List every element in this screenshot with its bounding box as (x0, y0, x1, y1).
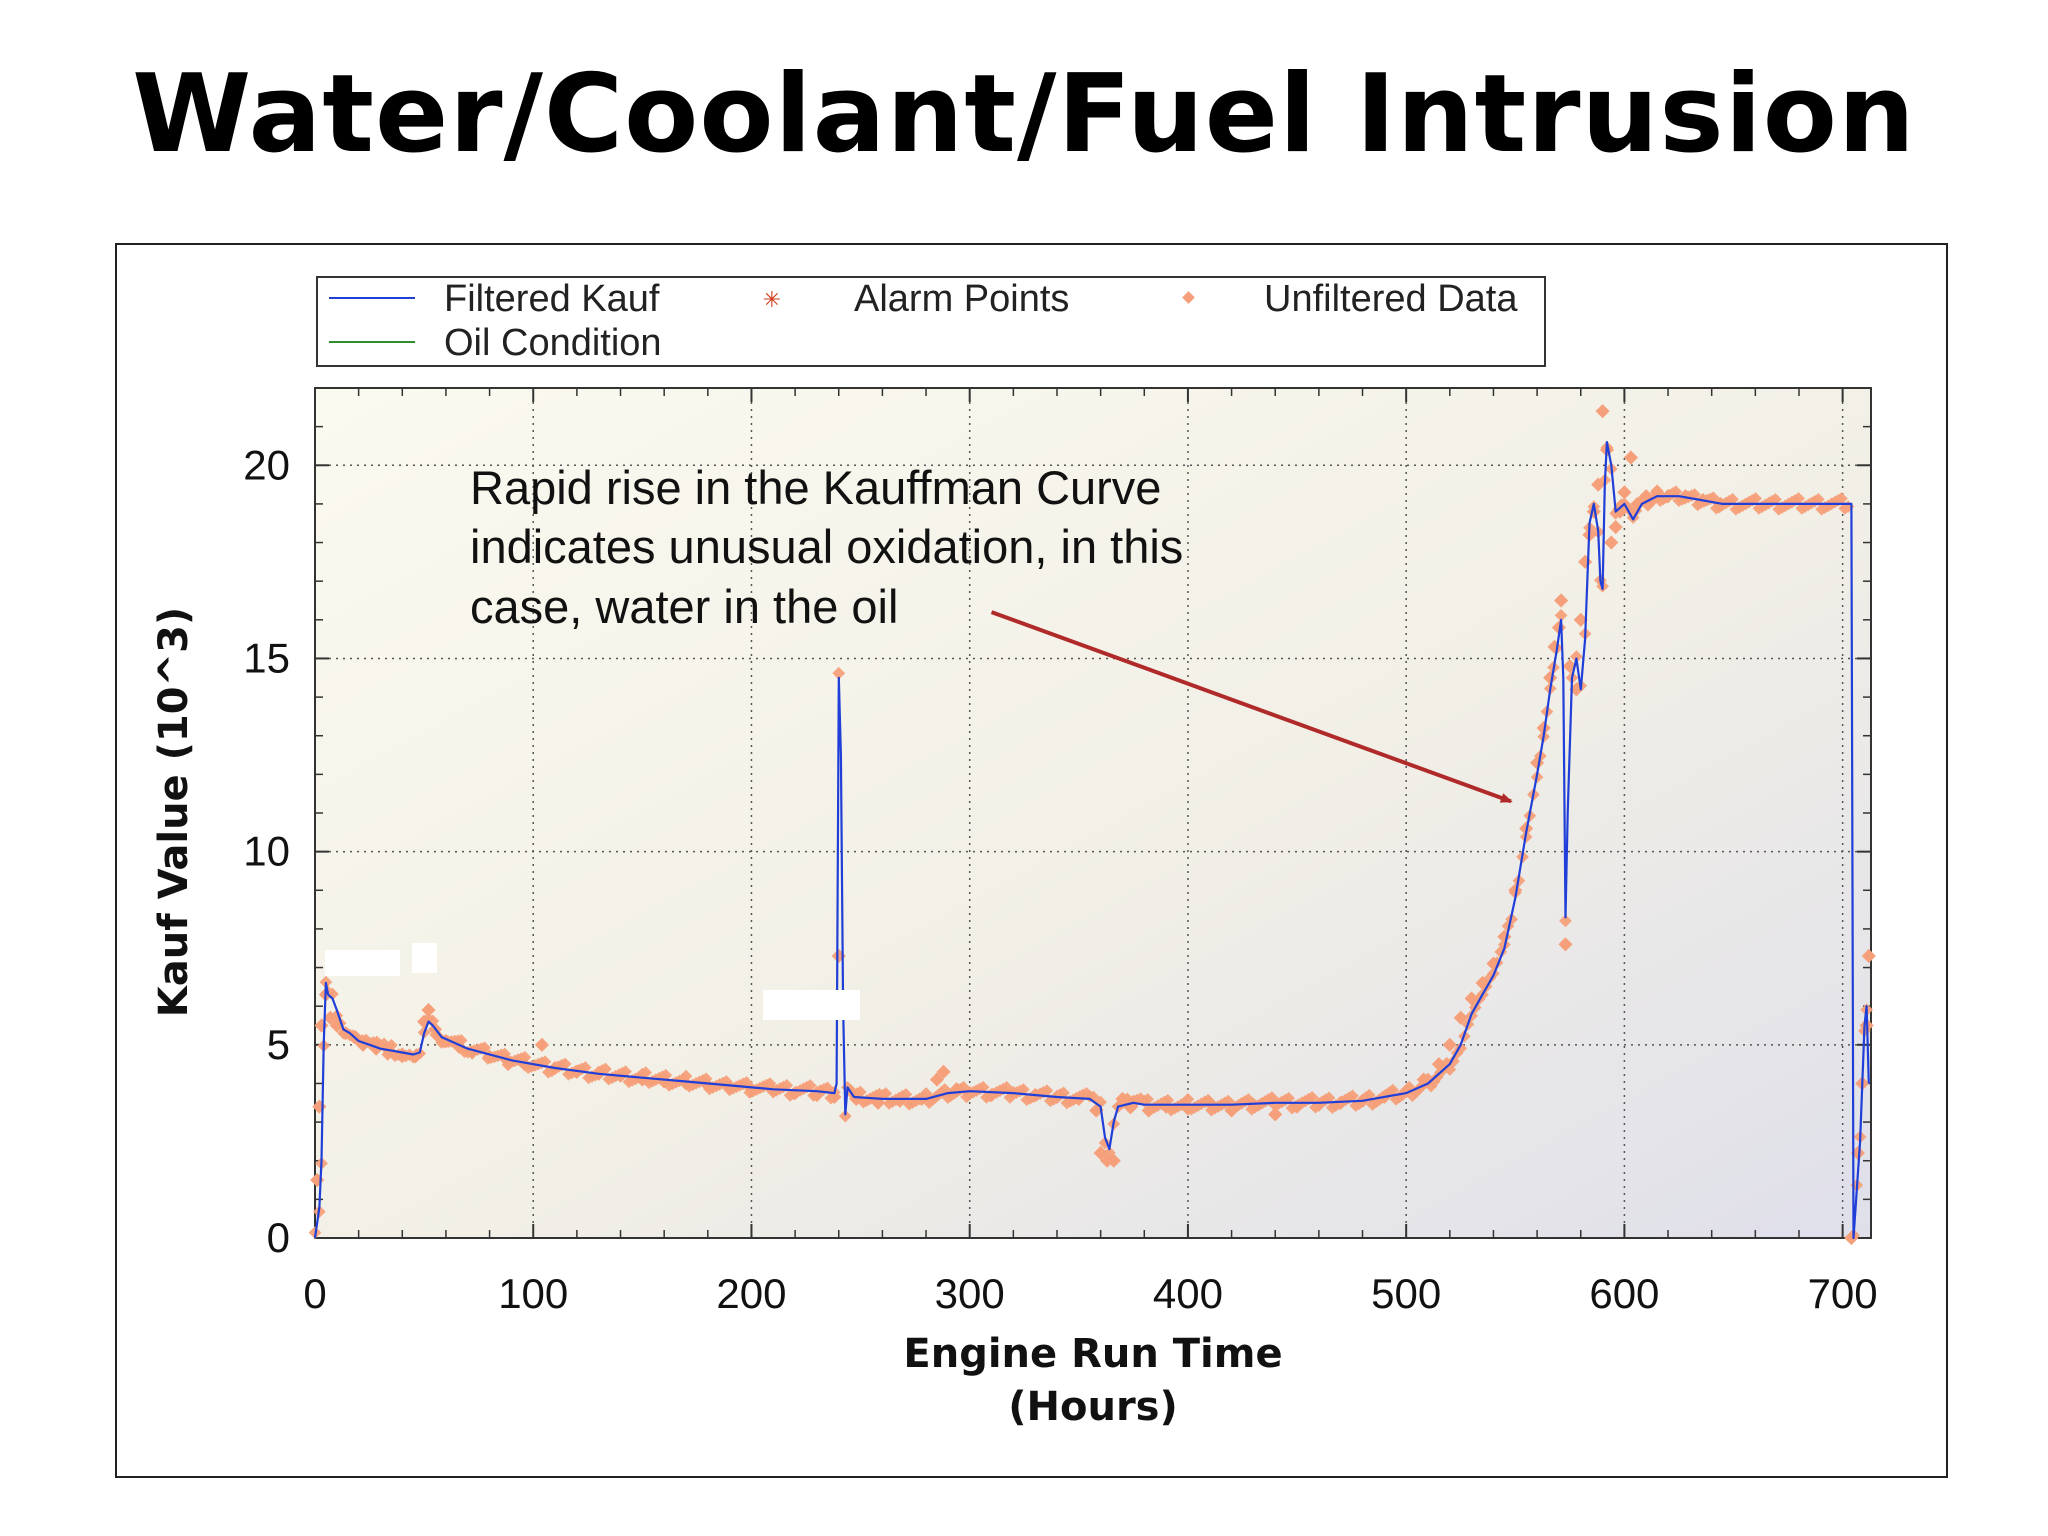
unfiltered-data-point (1103, 1146, 1116, 1160)
x-tick-label: 700 (1808, 1270, 1878, 1317)
filtered-kauf-series (313, 441, 1870, 1240)
y-tick-label: 10 (243, 828, 290, 875)
unfiltered-data-point (558, 1057, 572, 1071)
unfiltered-data-point (879, 1087, 893, 1100)
x-tick-label: 200 (716, 1270, 786, 1317)
unfiltered-data-point (780, 1078, 794, 1092)
redaction-patch (325, 950, 400, 976)
y-axis-title: Kauf Value (10^3) (151, 607, 197, 1017)
x-tick-label: 300 (935, 1270, 1005, 1317)
axis-ticks (314, 388, 1871, 1239)
unfiltered-data-point (1442, 1037, 1457, 1052)
unfiltered-data-point (1604, 535, 1619, 550)
annotation-line-2: indicates unusual oxidation, in this (470, 520, 1183, 573)
x-tick-label: 400 (1153, 1270, 1223, 1317)
x-axis-title-line-2: (Hours) (1008, 1384, 1178, 1430)
kauf-chart: Filtered Kauf ✳ Alarm Points Unfiltered … (151, 276, 1878, 1430)
unfiltered-data-point (1161, 1093, 1175, 1107)
legend-box (316, 276, 1546, 367)
unfiltered-data-point (1595, 404, 1610, 419)
redaction-patch (763, 990, 860, 1020)
unfiltered-data-point (1000, 1081, 1013, 1094)
unfiltered-data-point (1850, 1145, 1865, 1161)
filtered-kauf-line (313, 441, 1870, 1240)
unfiltered-data-point (1093, 1145, 1108, 1161)
unfiltered-data-point (1201, 1093, 1215, 1107)
unfiltered-data-point (1861, 948, 1876, 964)
annotation-arrow (990, 610, 1513, 804)
alarm-star-icon: ✳ (763, 288, 781, 313)
unfiltered-data-point (1268, 1107, 1283, 1122)
y-tick-label: 5 (267, 1021, 290, 1068)
x-axis-title-line-1: Engine Run Time (903, 1331, 1282, 1377)
unfiltered-data-point (936, 1064, 951, 1079)
annotation-line-3: case, water in the oil (470, 580, 898, 633)
unfiltered-data-point (1573, 612, 1588, 627)
annotation-line-1: Rapid rise in the Kauffman Curve (470, 461, 1161, 514)
unfiltered-data-point (899, 1088, 913, 1101)
y-tick-label: 15 (243, 634, 290, 681)
unfiltered-data-point (1617, 485, 1632, 500)
unfiltered-data-point (1453, 1010, 1468, 1025)
x-tick-label: 0 (303, 1270, 326, 1317)
redaction-patch (412, 943, 437, 973)
unfiltered-data-point (838, 1109, 852, 1123)
legend-filtered-kauf-label: Filtered Kauf (444, 278, 660, 320)
y-tick-label: 20 (243, 441, 290, 488)
legend-unfiltered-data-label: Unfiltered Data (1264, 278, 1518, 320)
x-tick-label: 500 (1371, 1270, 1441, 1317)
unfiltered-data-point (1536, 720, 1551, 736)
unfiltered-data-point (1623, 450, 1639, 465)
unfiltered-data-point (929, 1072, 945, 1087)
x-tick-label: 100 (498, 1270, 568, 1317)
legend-alarm-points-label: Alarm Points (854, 278, 1069, 320)
unfiltered-data-point (1558, 937, 1573, 952)
tick-labels: 0 100 200 300 400 500 600 700 0 5 10 15 20 (243, 441, 1877, 1317)
annotation: Rapid rise in the Kauffman Curve indicat… (470, 461, 1513, 804)
unfiltered-data-point (1305, 1091, 1319, 1104)
x-tick-label: 600 (1589, 1270, 1659, 1317)
legend: Filtered Kauf ✳ Alarm Points Unfiltered … (316, 276, 1546, 367)
chart-frame: Filtered Kauf ✳ Alarm Points Unfiltered … (115, 243, 1948, 1478)
unfiltered-data-point (1554, 593, 1569, 608)
unfiltered-data-point (679, 1069, 693, 1083)
unfiltered-data-point (421, 1002, 436, 1018)
slide-title: Water/Coolant/Fuel Intrusion (132, 52, 1916, 177)
y-tick-label: 0 (267, 1214, 290, 1261)
unfiltered-data-point (1608, 520, 1623, 535)
legend-oil-condition-label: Oil Condition (444, 322, 662, 364)
